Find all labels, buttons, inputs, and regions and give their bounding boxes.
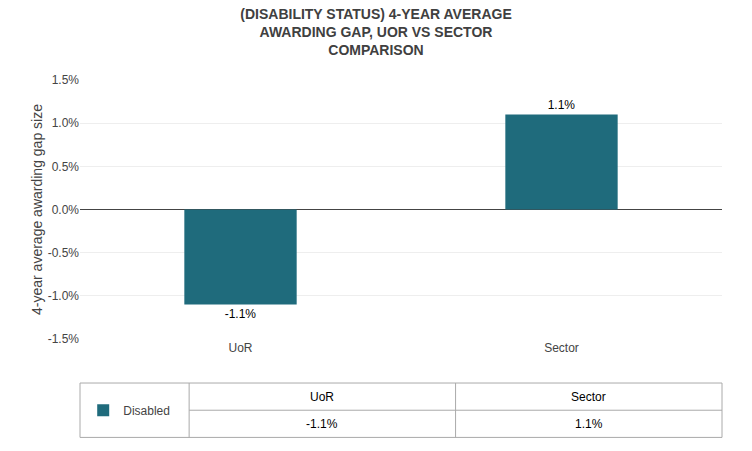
svg-text:-1.1%: -1.1% <box>306 417 338 431</box>
svg-text:4-year average awarding gap si: 4-year average awarding gap size <box>29 104 45 315</box>
svg-text:-1.5%: -1.5% <box>48 332 80 346</box>
svg-text:UoR: UoR <box>228 341 252 355</box>
svg-text:Disabled: Disabled <box>123 404 170 418</box>
svg-text:UoR: UoR <box>310 390 334 404</box>
svg-text:Sector: Sector <box>544 341 579 355</box>
svg-text:-1.1%: -1.1% <box>225 307 257 321</box>
svg-text:-0.5%: -0.5% <box>48 246 80 260</box>
svg-text:1.1%: 1.1% <box>548 98 576 112</box>
svg-text:Sector: Sector <box>571 390 606 404</box>
svg-text:0.0%: 0.0% <box>52 203 80 217</box>
svg-text:1.5%: 1.5% <box>52 73 80 87</box>
svg-text:1.0%: 1.0% <box>52 116 80 130</box>
svg-text:1.1%: 1.1% <box>575 417 603 431</box>
svg-text:0.5%: 0.5% <box>52 160 80 174</box>
svg-text:-1.0%: -1.0% <box>48 289 80 303</box>
svg-text:(DISABILITY STATUS) 4-YEAR AVE: (DISABILITY STATUS) 4-YEAR AVERAGEAWARDI… <box>240 6 511 58</box>
